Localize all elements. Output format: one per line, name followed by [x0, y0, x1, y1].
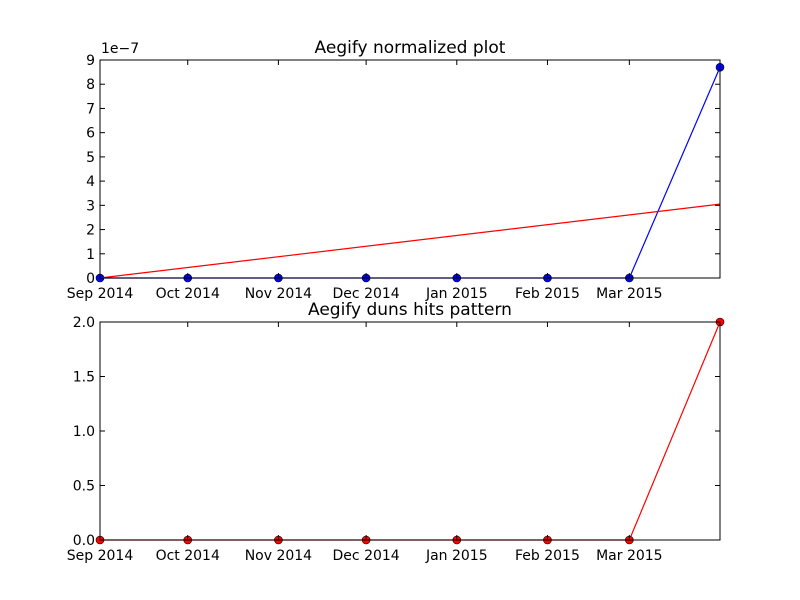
series-line-normalized-1 [99, 203, 721, 279]
series-line-duns-hits-0 [100, 321, 721, 541]
plot-area-normalized [95, 62, 725, 283]
x-tick-label-duns-hits-4: Jan 2015 [425, 548, 488, 564]
x-tick-label-duns-hits-5: Feb 2015 [515, 548, 580, 564]
ticks-normalized: 0 1 2 3 4 5 6 7 8 9 Sep 2014 Oct 2014 Nov 2014 Dec 20… [67, 53, 720, 302]
x-tick-label-normalized-2: Nov 2014 [245, 286, 312, 302]
y-tick-label-normalized-5: 5 [86, 150, 95, 166]
y-tick-label-normalized-1: 1 [86, 247, 95, 263]
y-tick-label-normalized-9: 9 [86, 53, 95, 69]
y-tick-label-normalized-3: 3 [86, 198, 95, 214]
chart-title-normalized: Aegify normalized plot [315, 38, 506, 58]
y-tick-label-duns-hits-3: 1.5 [73, 370, 95, 386]
chart-title-duns-hits: Aegify duns hits pattern [308, 300, 512, 320]
y-tick-label-duns-hits-1: 0.5 [73, 479, 95, 495]
x-tick-label-duns-hits-6: Mar 2015 [596, 548, 663, 564]
x-tick-label-duns-hits-0: Sep 2014 [67, 548, 134, 564]
axes-frame-duns-hits [99, 321, 721, 541]
plot-area-duns-hits [95, 317, 725, 545]
y-tick-label-normalized-4: 4 [86, 174, 95, 190]
y-exponent-label: 1e−7 [101, 41, 139, 57]
x-tick-label-normalized-4: Jan 2015 [425, 286, 488, 302]
x-tick-label-normalized-3: Dec 2014 [333, 286, 400, 302]
y-tick-label-normalized-6: 6 [86, 126, 95, 142]
y-tick-label-duns-hits-0: 0.0 [73, 533, 95, 549]
axes-frame-normalized [99, 59, 721, 279]
series-line-normalized-0 [100, 67, 721, 279]
y-tick-label-duns-hits-2: 1.0 [73, 424, 95, 440]
x-tick-label-normalized-0: Sep 2014 [67, 286, 134, 302]
y-tick-label-normalized-0: 0 [86, 271, 95, 287]
x-tick-label-duns-hits-1: Oct 2014 [156, 548, 220, 564]
x-tick-label-duns-hits-2: Nov 2014 [245, 548, 312, 564]
y-tick-label-normalized-7: 7 [86, 101, 95, 117]
x-tick-label-normalized-6: Mar 2015 [596, 286, 663, 302]
y-tick-label-duns-hits-4: 2.0 [73, 315, 95, 331]
chart-duns-hits: Aegify duns hits pattern 0.0 0.5 1.0 1.5 2.0… [67, 300, 725, 564]
y-tick-label-normalized-2: 2 [86, 223, 95, 239]
y-tick-label-normalized-8: 8 [86, 77, 95, 93]
x-tick-label-normalized-5: Feb 2015 [515, 286, 580, 302]
x-tick-label-duns-hits-3: Dec 2014 [333, 548, 400, 564]
ticks-duns-hits: 0.0 0.5 1.0 1.5 2.0 Sep 2014 Oct 2014 Nov 2014 D… [67, 315, 720, 564]
chart-normalized: Aegify normalized plot 1e−7 0 1 2 3 4 5 6 7 8 9 Se… [67, 38, 725, 302]
x-tick-label-normalized-1: Oct 2014 [156, 286, 220, 302]
